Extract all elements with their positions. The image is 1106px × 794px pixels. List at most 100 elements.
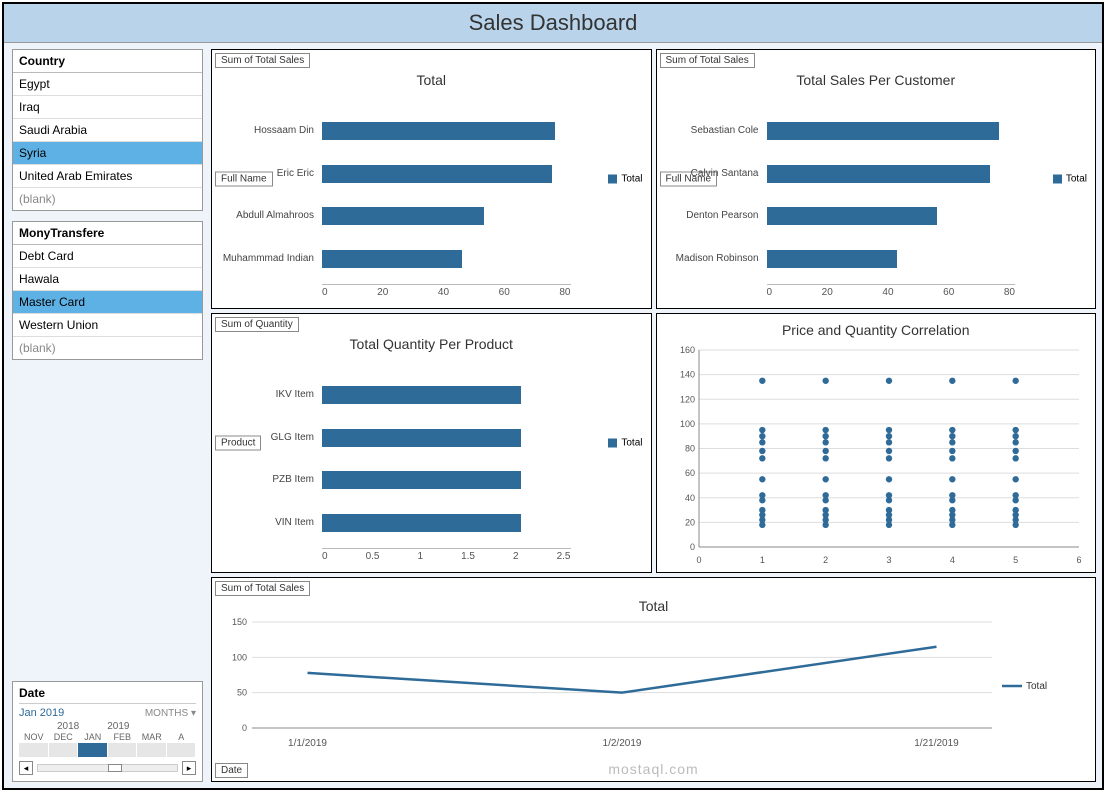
svg-text:40: 40 xyxy=(684,493,694,503)
axis-tick: 0 xyxy=(322,287,328,298)
svg-text:3: 3 xyxy=(886,555,891,565)
bar xyxy=(322,250,462,268)
slicer-transfer: MonyTransfere Debt CardHawalaMaster Card… xyxy=(12,221,203,360)
axis-tick: 40 xyxy=(882,287,893,298)
timeline-month-label: A xyxy=(167,732,197,742)
bar-label: GLG Item xyxy=(271,432,314,443)
svg-text:1/21/2019: 1/21/2019 xyxy=(914,738,959,749)
svg-text:60: 60 xyxy=(684,468,694,478)
timeline-cell[interactable] xyxy=(78,743,108,757)
bar xyxy=(767,250,897,268)
chart1-title: Total xyxy=(212,72,651,88)
bar-label: Calvin Santana xyxy=(691,168,759,179)
slicer-transfer-item[interactable]: Debt Card xyxy=(13,245,202,268)
svg-text:1: 1 xyxy=(759,555,764,565)
svg-text:4: 4 xyxy=(949,555,954,565)
slicer-country-item[interactable]: Saudi Arabia xyxy=(13,119,202,142)
timeline-scrollbar[interactable] xyxy=(37,764,178,772)
bar xyxy=(322,207,484,225)
bar xyxy=(322,514,521,532)
svg-text:140: 140 xyxy=(679,370,694,380)
chart1-badge-axis: Full Name xyxy=(215,172,273,187)
timeline-granularity[interactable]: MONTHS ▾ xyxy=(145,708,196,719)
timeline-next-button[interactable]: ▸ xyxy=(182,761,196,775)
page-title: Sales Dashboard xyxy=(4,4,1102,43)
slicer-country-item[interactable]: (blank) xyxy=(13,188,202,210)
axis-tick: 2.5 xyxy=(557,551,571,562)
timeline-period: Jan 2019 xyxy=(19,707,64,719)
svg-text:80: 80 xyxy=(684,444,694,454)
bar-label: Abdull Almahroos xyxy=(236,210,314,221)
bar-label: VIN Item xyxy=(275,517,314,528)
slicer-country-item[interactable]: United Arab Emirates xyxy=(13,165,202,188)
svg-text:100: 100 xyxy=(232,652,247,662)
svg-text:120: 120 xyxy=(679,394,694,404)
timeline-month-label: FEB xyxy=(108,732,138,742)
axis-tick: 20 xyxy=(822,287,833,298)
chart5-title: Total xyxy=(212,598,1095,614)
timeline-cell[interactable] xyxy=(49,743,79,757)
chart-price-quantity-scatter: Price and Quantity Correlation 0 20 40 60 80… xyxy=(656,313,1097,573)
axis-tick: 40 xyxy=(438,287,449,298)
chart1-badge-measure: Sum of Total Sales xyxy=(215,53,310,68)
timeline-prev-button[interactable]: ◂ xyxy=(19,761,33,775)
main-grid: Sum of Total Sales Full Name Total Hossa… xyxy=(209,43,1102,788)
chart-total-over-time: Sum of Total Sales Date Total 0501001501… xyxy=(211,577,1096,782)
timeline-month-label: DEC xyxy=(49,732,79,742)
slicer-transfer-item[interactable]: (blank) xyxy=(13,337,202,359)
chart2-title: Total Sales Per Customer xyxy=(657,72,1096,88)
axis-tick: 0 xyxy=(767,287,773,298)
chart-total-sales-customer: Sum of Total Sales Full Name Total Sales… xyxy=(656,49,1097,309)
chart3-badge-measure: Sum of Quantity xyxy=(215,317,299,332)
bar xyxy=(322,386,521,404)
chart3-badge-axis: Product xyxy=(215,436,261,451)
timeline-month-label: JAN xyxy=(78,732,108,742)
axis-tick: 0 xyxy=(322,551,328,562)
slicer-country-item[interactable]: Iraq xyxy=(13,96,202,119)
bar-label: IKV Item xyxy=(276,389,314,400)
axis-tick: 80 xyxy=(1004,287,1015,298)
svg-text:0: 0 xyxy=(242,723,247,733)
svg-text:1/1/2019: 1/1/2019 xyxy=(288,738,327,749)
timeline-slicer: Date Jan 2019 MONTHS ▾ 2018 2019 NOVDECJ… xyxy=(12,681,203,782)
bar xyxy=(767,207,938,225)
svg-text:2: 2 xyxy=(823,555,828,565)
axis-tick: 0.5 xyxy=(366,551,380,562)
bar-label: Hossaam Din xyxy=(254,125,314,136)
bar-label: Muhammmad Indian xyxy=(223,253,314,264)
bar-label: Madison Robinson xyxy=(676,253,759,264)
axis-tick: 60 xyxy=(943,287,954,298)
axis-tick: 2 xyxy=(513,551,519,562)
chart3-title: Total Quantity Per Product xyxy=(212,336,651,352)
slicer-transfer-item[interactable]: Master Card xyxy=(13,291,202,314)
bar xyxy=(767,122,1000,140)
chart3-legend: Total xyxy=(608,438,642,449)
chart5-badge-measure: Sum of Total Sales xyxy=(215,581,310,596)
chart-quantity-product: Sum of Quantity Product Total Quantity P… xyxy=(211,313,652,573)
chart4-title: Price and Quantity Correlation xyxy=(657,322,1096,338)
slicer-transfer-header: MonyTransfere xyxy=(13,222,202,245)
timeline-cell[interactable] xyxy=(137,743,167,757)
slicer-transfer-item[interactable]: Western Union xyxy=(13,314,202,337)
svg-text:Total: Total xyxy=(1026,681,1047,692)
axis-tick: 1 xyxy=(418,551,424,562)
timeline-month-label: NOV xyxy=(19,732,49,742)
svg-text:5: 5 xyxy=(1013,555,1018,565)
slicer-transfer-item[interactable]: Hawala xyxy=(13,268,202,291)
slicer-country-item[interactable]: Syria xyxy=(13,142,202,165)
timeline-cell[interactable] xyxy=(167,743,197,757)
bar-label: Denton Pearson xyxy=(686,210,758,221)
chart2-badge-measure: Sum of Total Sales xyxy=(660,53,755,68)
timeline-header: Date xyxy=(19,686,196,704)
timeline-cell[interactable] xyxy=(108,743,138,757)
svg-text:100: 100 xyxy=(679,419,694,429)
slicer-country-item[interactable]: Egypt xyxy=(13,73,202,96)
timeline-cell[interactable] xyxy=(19,743,49,757)
timeline-month-label: MAR xyxy=(137,732,167,742)
bar xyxy=(767,165,991,183)
svg-text:160: 160 xyxy=(679,345,694,355)
axis-tick: 1.5 xyxy=(461,551,475,562)
svg-text:0: 0 xyxy=(696,555,701,565)
bar xyxy=(322,471,521,489)
svg-text:20: 20 xyxy=(684,517,694,527)
